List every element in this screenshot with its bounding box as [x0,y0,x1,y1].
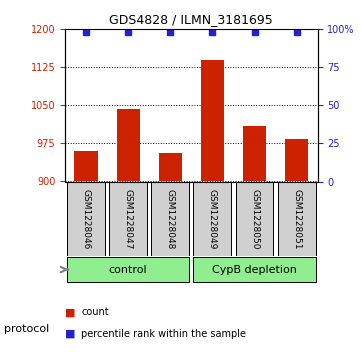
Text: GSM1228048: GSM1228048 [166,189,175,249]
Title: GDS4828 / ILMN_3181695: GDS4828 / ILMN_3181695 [109,13,273,26]
FancyBboxPatch shape [67,182,105,256]
Text: GSM1228050: GSM1228050 [250,188,259,249]
FancyBboxPatch shape [67,257,189,282]
Text: GSM1228051: GSM1228051 [292,188,301,249]
Point [209,29,215,35]
Point [83,29,89,35]
FancyBboxPatch shape [193,182,231,256]
Text: GSM1228046: GSM1228046 [82,189,91,249]
Text: percentile rank within the sample: percentile rank within the sample [81,329,246,339]
Text: ■: ■ [65,329,75,339]
Bar [243,126,266,182]
Text: ■: ■ [65,307,75,317]
Text: CypB depletion: CypB depletion [212,265,297,274]
FancyBboxPatch shape [235,182,274,256]
Text: count: count [81,307,109,317]
FancyBboxPatch shape [151,182,189,256]
Point [168,29,173,35]
Bar [159,152,182,182]
Text: control: control [109,265,147,274]
Bar [201,60,224,182]
Text: GSM1228047: GSM1228047 [124,189,132,249]
FancyBboxPatch shape [278,182,316,256]
Point [294,29,300,35]
Point [252,29,257,35]
Bar [74,151,97,182]
Bar [285,139,308,182]
Point [125,29,131,35]
FancyBboxPatch shape [109,182,147,256]
FancyBboxPatch shape [193,257,316,282]
Bar [117,109,140,182]
Text: protocol: protocol [4,323,49,334]
Text: GSM1228049: GSM1228049 [208,189,217,249]
